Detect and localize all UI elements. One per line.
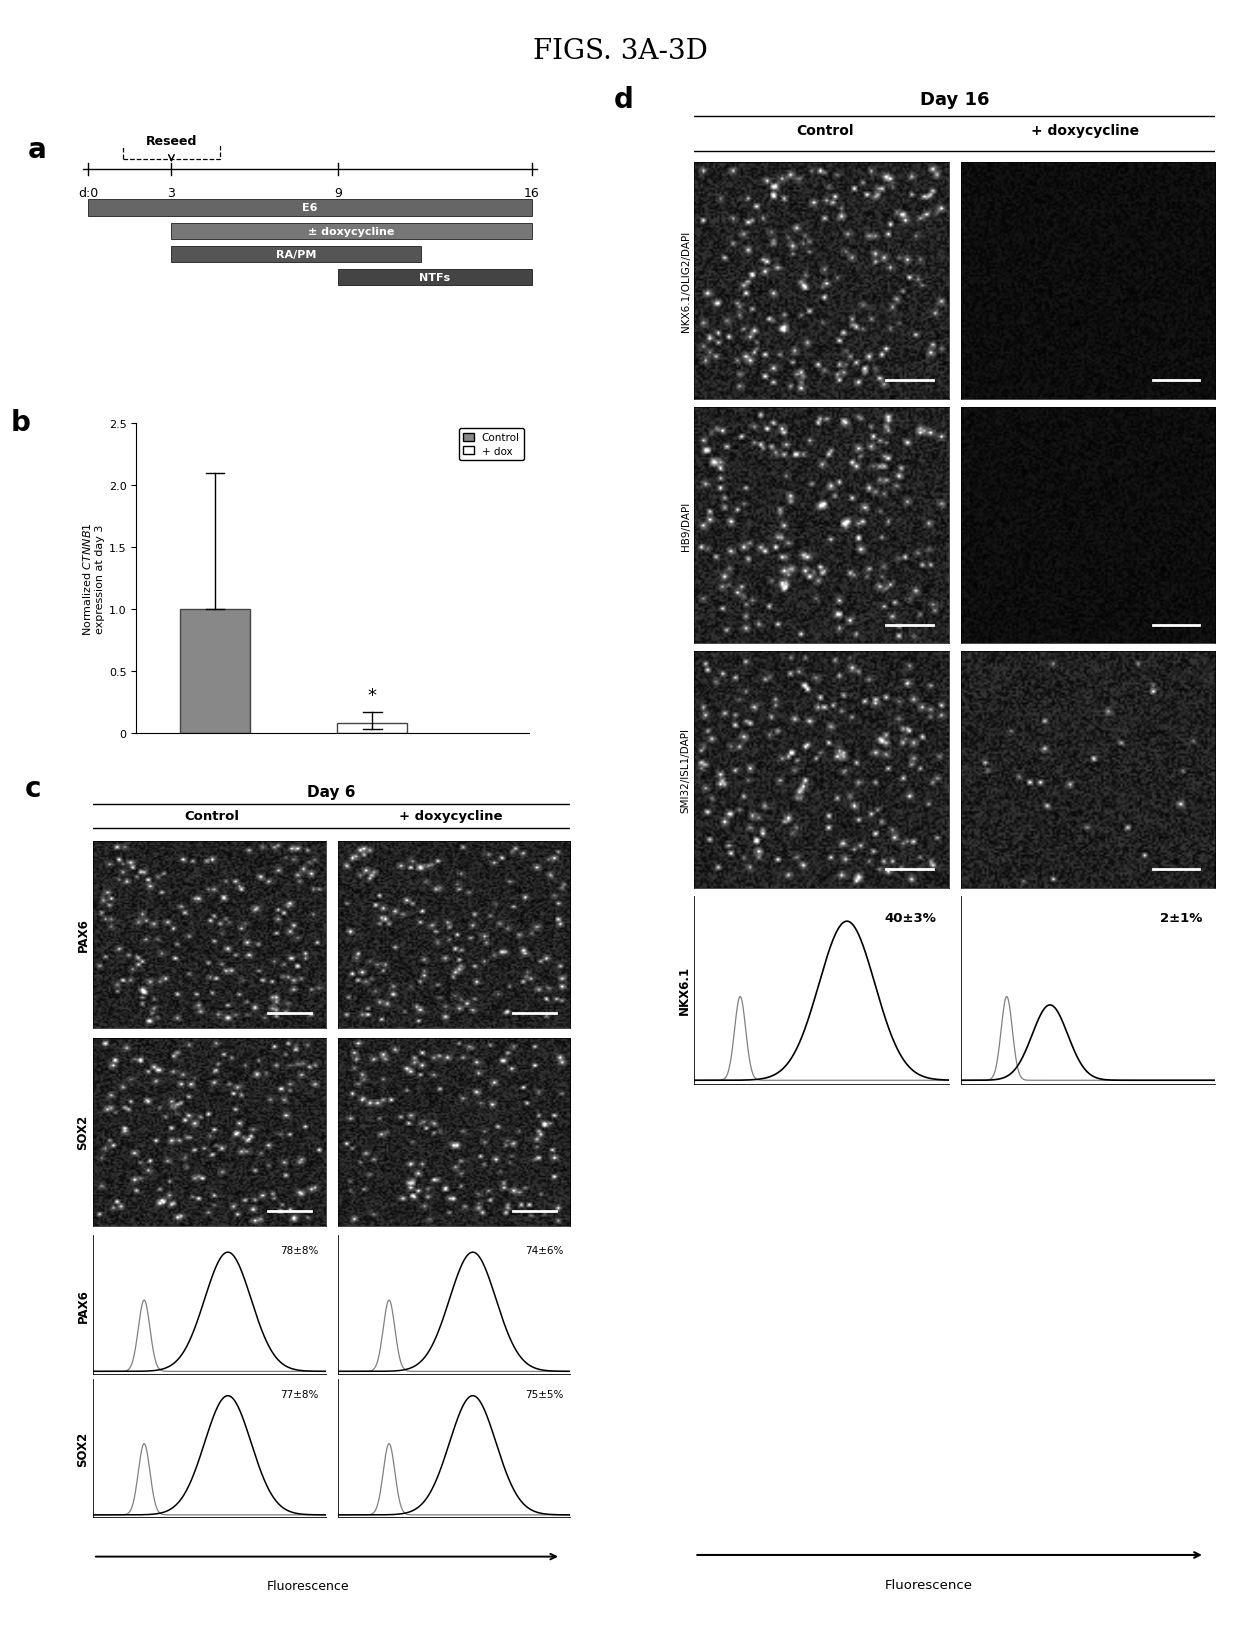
Text: NKX6.1/OLIG2/DAPI: NKX6.1/OLIG2/DAPI: [681, 230, 691, 333]
Bar: [337, 724, 408, 734]
Text: 74±6%: 74±6%: [525, 1245, 563, 1255]
Text: NKX6.1: NKX6.1: [678, 965, 691, 1015]
Text: 40±3%: 40±3%: [884, 911, 936, 924]
Text: 3: 3: [167, 187, 175, 200]
Text: 9: 9: [334, 187, 342, 200]
Bar: [171, 223, 532, 240]
Text: PAX6: PAX6: [77, 918, 89, 952]
FancyBboxPatch shape: [123, 122, 219, 160]
Text: Fluorescence: Fluorescence: [267, 1579, 350, 1593]
Bar: [180, 610, 250, 734]
Text: SMI32/ISL1/DAPI: SMI32/ISL1/DAPI: [681, 727, 691, 813]
Text: Control: Control: [796, 124, 853, 137]
Text: NTFs: NTFs: [419, 272, 450, 282]
Bar: [88, 200, 532, 217]
Text: E6: E6: [303, 204, 317, 214]
Bar: [337, 269, 532, 285]
Text: + doxycycline: + doxycycline: [1030, 124, 1140, 137]
Text: *: *: [367, 686, 377, 706]
Text: 77±8%: 77±8%: [280, 1389, 319, 1399]
Text: 16: 16: [523, 187, 539, 200]
Text: Day 6: Day 6: [308, 786, 356, 800]
Y-axis label: Normalized $\it{CTNNB1}$
expression at day 3: Normalized $\it{CTNNB1}$ expression at d…: [81, 522, 104, 636]
Text: c: c: [25, 774, 41, 802]
Text: 75±5%: 75±5%: [525, 1389, 563, 1399]
Text: b: b: [11, 409, 31, 437]
Text: Fluorescence: Fluorescence: [885, 1578, 972, 1591]
Text: Reseed: Reseed: [146, 134, 197, 147]
Text: RA/PM: RA/PM: [277, 249, 316, 259]
Text: ± doxycycline: ± doxycycline: [309, 227, 394, 236]
Text: Day 16: Day 16: [920, 91, 990, 109]
Bar: [171, 246, 420, 262]
Text: PAX6: PAX6: [77, 1288, 89, 1322]
Text: Control: Control: [185, 810, 239, 822]
Text: FIGS. 3A-3D: FIGS. 3A-3D: [532, 37, 708, 65]
Text: 2±1%: 2±1%: [1161, 911, 1203, 924]
Text: HB9/DAPI: HB9/DAPI: [681, 500, 691, 551]
Text: d:0: d:0: [78, 187, 98, 200]
Text: SOX2: SOX2: [77, 1431, 89, 1465]
Text: a: a: [27, 137, 46, 165]
Text: + doxycycline: + doxycycline: [399, 810, 502, 822]
Text: SOX2: SOX2: [77, 1115, 89, 1149]
Legend: Control, + dox: Control, + dox: [459, 429, 525, 460]
Text: d: d: [614, 86, 634, 114]
Text: 78±8%: 78±8%: [280, 1245, 319, 1255]
